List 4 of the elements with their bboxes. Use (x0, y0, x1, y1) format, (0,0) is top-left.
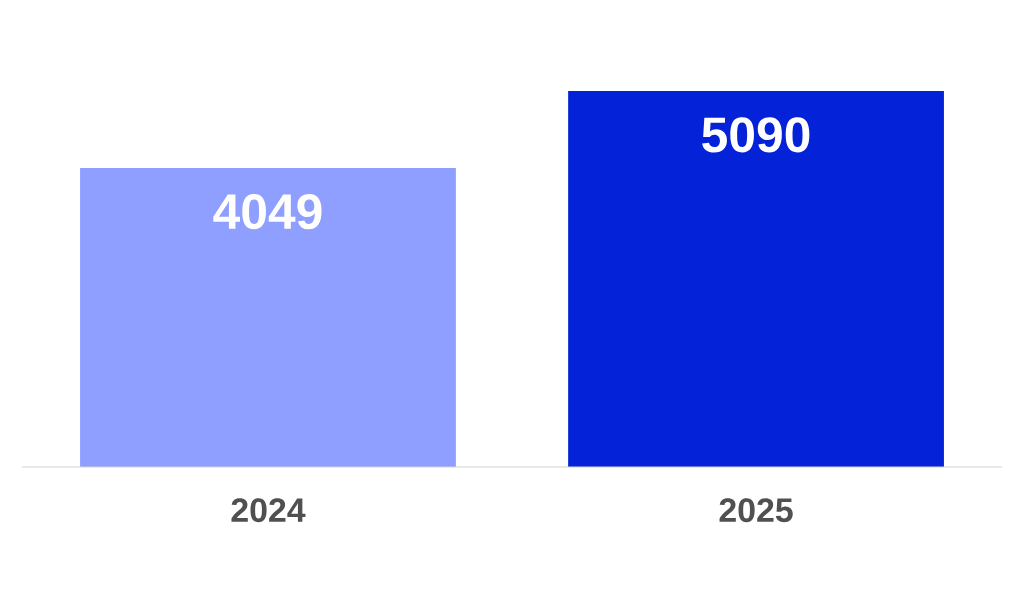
data-label: 5090 (702, 117, 810, 153)
x-tick-label: 2024 (231, 498, 306, 523)
x-tick-label: 2025 (719, 498, 793, 523)
data-label: 4049 (213, 194, 322, 230)
